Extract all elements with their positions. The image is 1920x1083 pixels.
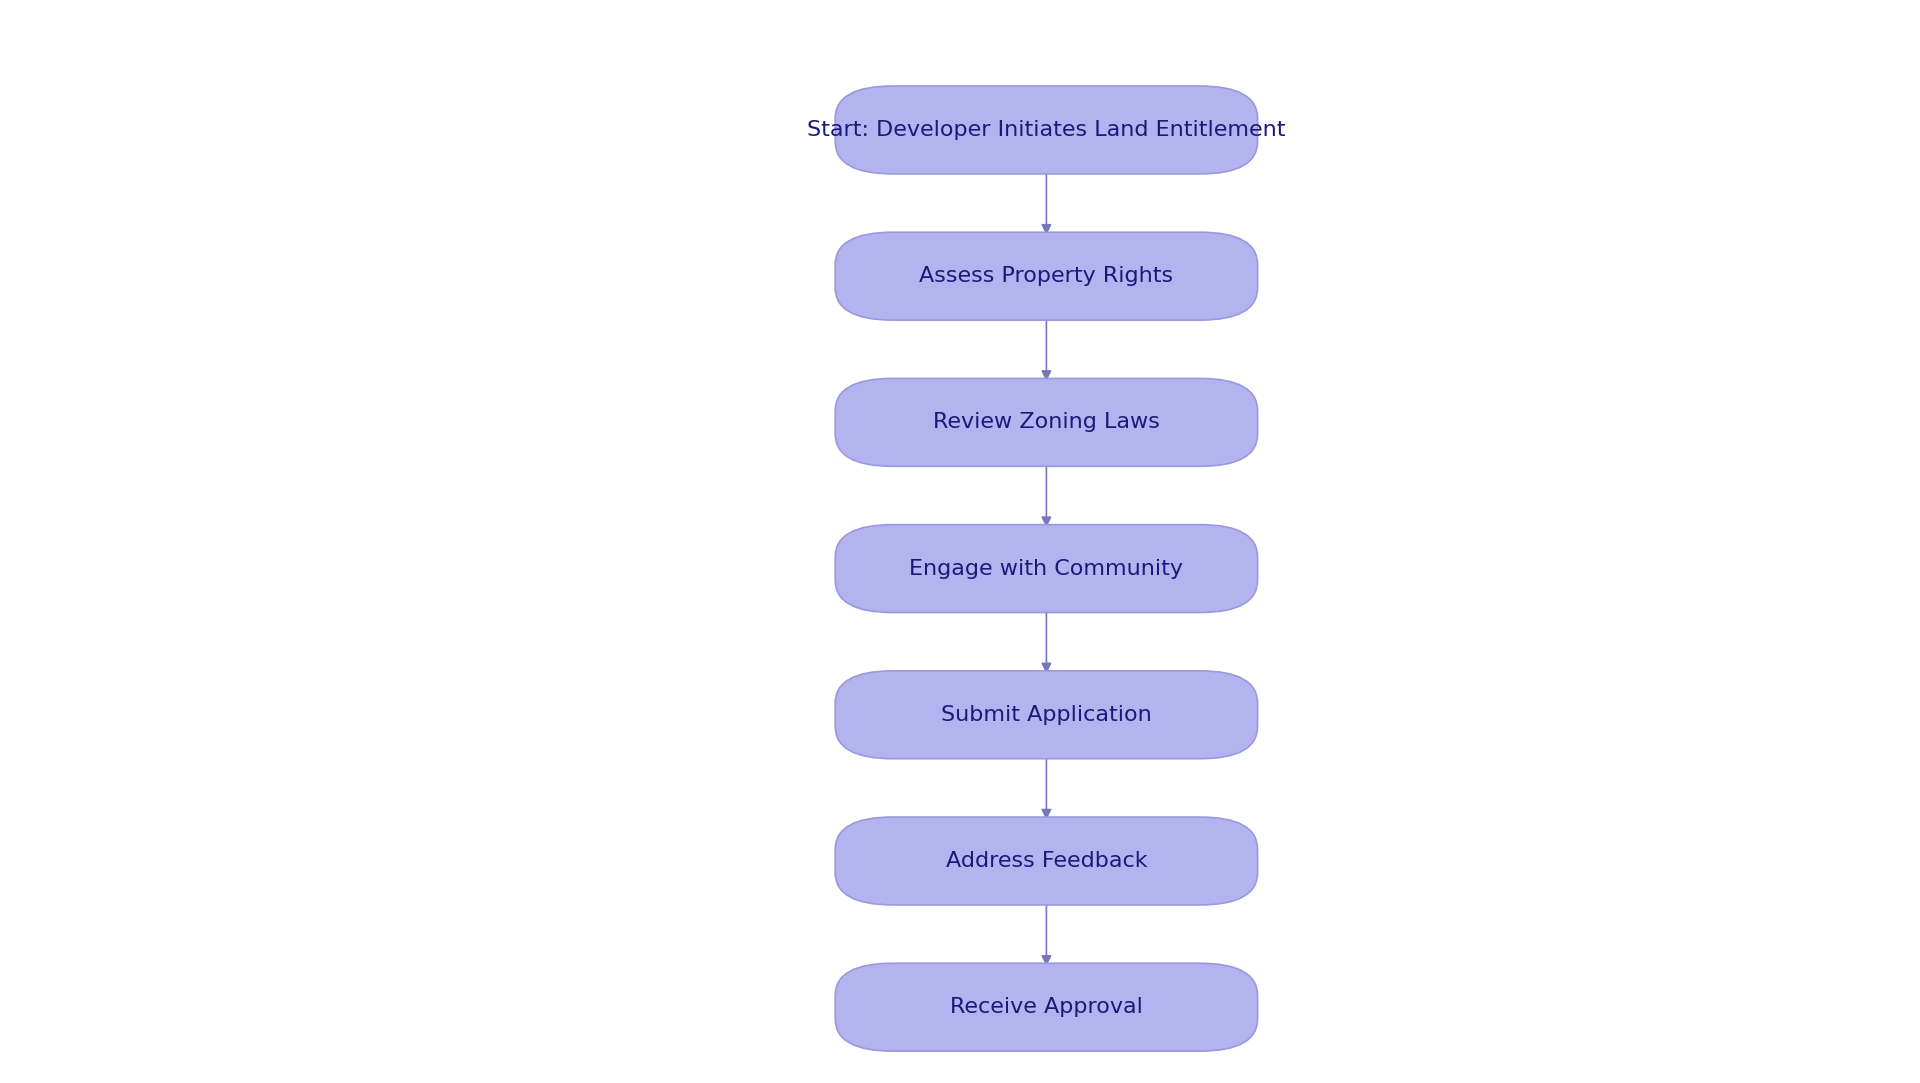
Text: Start: Developer Initiates Land Entitlement: Start: Developer Initiates Land Entitlem… — [806, 120, 1286, 140]
Text: Receive Approval: Receive Approval — [950, 997, 1142, 1017]
Text: Assess Property Rights: Assess Property Rights — [920, 266, 1173, 286]
FancyBboxPatch shape — [835, 817, 1258, 905]
Text: Submit Application: Submit Application — [941, 705, 1152, 725]
FancyBboxPatch shape — [835, 963, 1258, 1052]
Text: Address Feedback: Address Feedback — [945, 851, 1148, 871]
FancyBboxPatch shape — [835, 232, 1258, 321]
FancyBboxPatch shape — [835, 524, 1258, 613]
FancyBboxPatch shape — [835, 378, 1258, 467]
FancyBboxPatch shape — [835, 670, 1258, 759]
FancyBboxPatch shape — [835, 86, 1258, 174]
Text: Review Zoning Laws: Review Zoning Laws — [933, 413, 1160, 432]
Text: Engage with Community: Engage with Community — [910, 559, 1183, 578]
